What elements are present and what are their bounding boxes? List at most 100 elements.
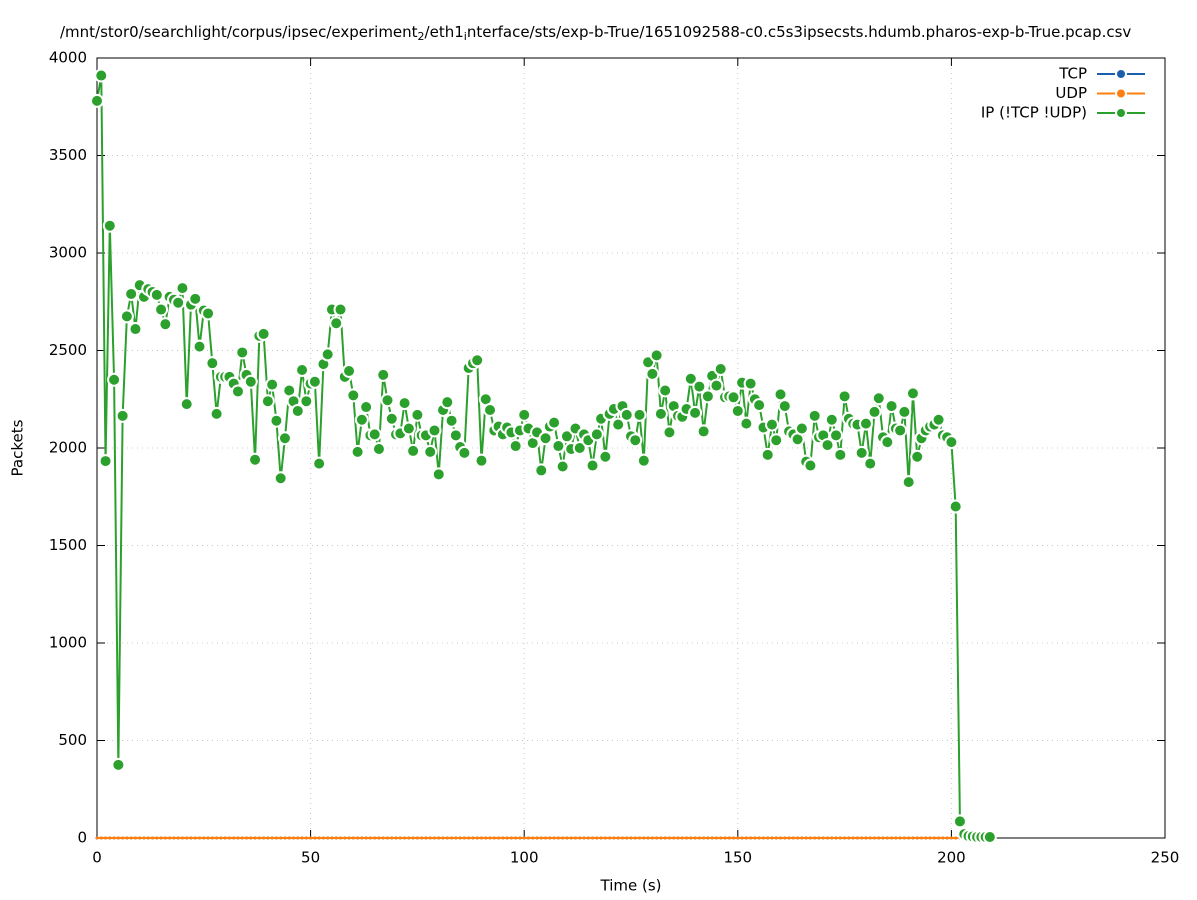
data-point (450, 836, 454, 840)
data-point (475, 836, 479, 840)
data-point (397, 396, 412, 411)
data-point (726, 390, 741, 405)
data-point (249, 836, 253, 840)
data-point (723, 836, 727, 840)
data-point (343, 836, 347, 840)
data-point (526, 836, 530, 840)
data-point (548, 836, 552, 840)
data-point (714, 836, 718, 840)
data-point (653, 406, 668, 421)
data-point (359, 400, 374, 415)
data-point (401, 421, 416, 436)
data-point (680, 836, 684, 840)
data-point (944, 435, 959, 450)
data-point (539, 836, 543, 840)
data-point (501, 836, 505, 840)
data-point (155, 836, 159, 840)
data-point (919, 836, 923, 840)
data-point (462, 836, 466, 840)
data-point (585, 458, 600, 473)
x-tick-label: 200 (937, 849, 966, 867)
data-point (659, 836, 663, 840)
data-point (257, 836, 261, 840)
data-point (649, 348, 664, 363)
data-point (509, 836, 513, 840)
data-point (676, 836, 680, 840)
legend-marker (1115, 68, 1127, 80)
data-point (403, 836, 407, 840)
data-point (770, 836, 774, 840)
data-point (535, 836, 539, 840)
data-point (871, 391, 886, 406)
data-point (483, 402, 498, 417)
data-point (820, 438, 835, 453)
data-point (672, 836, 676, 840)
data-point (292, 836, 296, 840)
data-point (910, 449, 925, 464)
data-point (296, 836, 300, 840)
data-point (834, 836, 838, 840)
data-point (508, 439, 523, 454)
data-point (794, 421, 809, 436)
data-point (240, 836, 244, 840)
data-point (611, 417, 626, 432)
data-point (125, 836, 129, 840)
data-point (514, 836, 518, 840)
data-point (265, 377, 280, 392)
data-point (390, 836, 394, 840)
data-point (551, 439, 566, 454)
data-point (445, 836, 449, 840)
data-point (467, 836, 471, 840)
data-point (700, 389, 715, 404)
data-point (941, 836, 945, 840)
data-point (931, 412, 946, 427)
data-point (427, 423, 442, 438)
data-point (274, 836, 278, 840)
data-point (210, 836, 214, 840)
data-point (702, 836, 706, 840)
data-point (905, 386, 920, 401)
data-point (205, 356, 220, 371)
data-point (371, 441, 386, 456)
y-tick-label: 2000 (49, 439, 87, 457)
data-point (309, 836, 313, 840)
data-point (248, 452, 263, 467)
data-point (398, 836, 402, 840)
data-point (877, 836, 881, 840)
data-point (277, 431, 292, 446)
y-tick-label: 1000 (49, 634, 87, 652)
data-point (538, 431, 553, 446)
legend-label: TCP (1058, 65, 1087, 83)
data-point (873, 836, 877, 840)
data-point (559, 429, 574, 444)
data-point (982, 830, 997, 845)
data-point (351, 836, 355, 840)
data-point (573, 836, 577, 840)
data-point (710, 836, 714, 840)
data-point (838, 836, 842, 840)
data-point (893, 423, 908, 438)
data-point (749, 836, 753, 840)
data-point (683, 371, 698, 386)
data-point (354, 412, 369, 427)
data-point (796, 836, 800, 840)
data-point (800, 836, 804, 840)
data-point (479, 836, 483, 840)
data-point (193, 836, 197, 840)
data-point (552, 836, 556, 840)
data-point (727, 836, 731, 840)
data-point (94, 68, 109, 83)
data-point (146, 836, 150, 840)
data-point (128, 322, 143, 337)
data-point (518, 836, 522, 840)
data-point (638, 836, 642, 840)
data-point (824, 412, 839, 427)
data-point (633, 836, 637, 840)
data-point (826, 836, 830, 840)
data-point (410, 407, 425, 422)
data-point (441, 836, 445, 840)
data-point (547, 415, 562, 430)
data-point (884, 399, 899, 414)
data-point (761, 836, 765, 840)
